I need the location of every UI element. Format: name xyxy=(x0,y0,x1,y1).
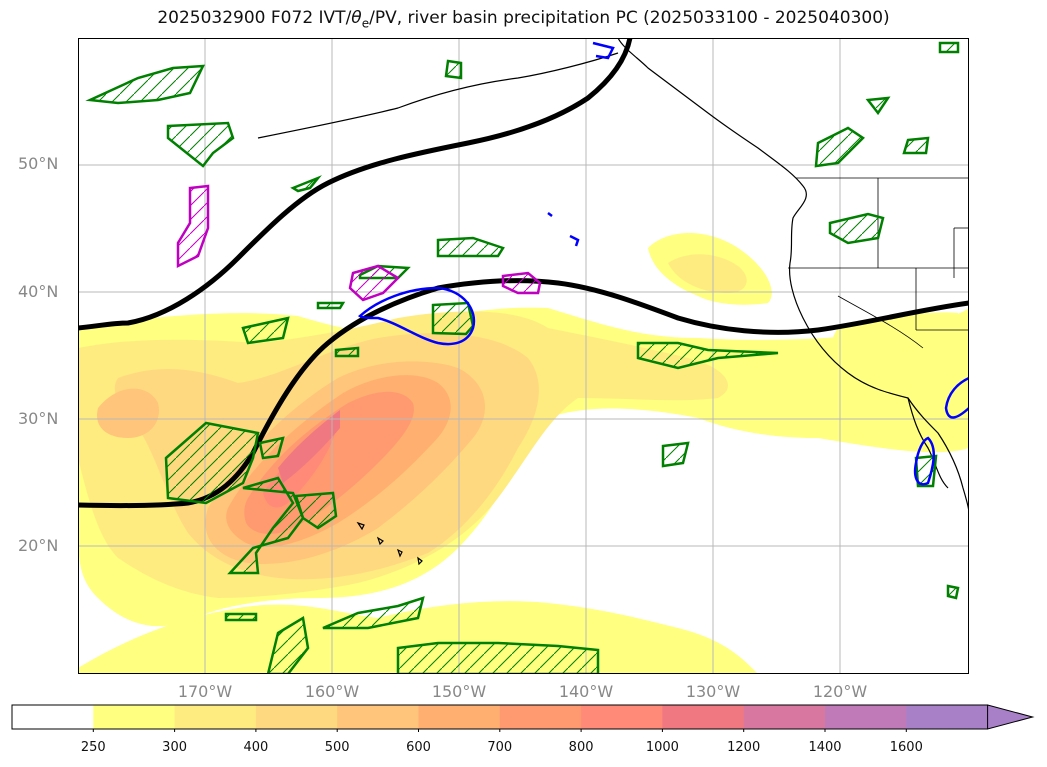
lat-label-50n: 50°N xyxy=(18,154,59,173)
colorbar-segment xyxy=(906,705,989,729)
colorbar-tick-label: 1400 xyxy=(808,740,842,755)
lon-label-140w: 140°W xyxy=(558,682,614,701)
colorbar-segment xyxy=(93,705,176,729)
map-panel xyxy=(78,38,969,674)
colorbar-tick-label: 500 xyxy=(324,740,350,755)
colorbar-tick-label: 800 xyxy=(568,740,594,755)
blue-contours xyxy=(357,41,969,486)
title-theta-sub: e xyxy=(361,16,370,31)
lon-label-130w: 130°W xyxy=(685,682,741,701)
green-hatched-regions xyxy=(85,41,960,674)
title-theta: θ xyxy=(351,8,362,28)
colorbar-tick-label: 1000 xyxy=(645,740,679,755)
colorbar-segment xyxy=(499,705,582,729)
colorbar-segment xyxy=(337,705,419,729)
lat-label-40n: 40°N xyxy=(18,282,59,301)
colorbar-segment xyxy=(743,705,826,729)
lon-label-170w: 170°W xyxy=(177,682,233,701)
map-title: 2025032900 F072 IVT/θe/PV, river basin p… xyxy=(0,8,1047,30)
lat-label-30n: 30°N xyxy=(18,409,59,428)
colorbar-extend-arrow xyxy=(987,704,1035,730)
colorbar-tick-label: 400 xyxy=(243,740,269,755)
lon-label-150w: 150°W xyxy=(431,682,487,701)
colorbar-segment xyxy=(12,705,94,729)
colorbar-segment xyxy=(825,705,907,729)
colorbar-tick-label: 1600 xyxy=(889,740,923,755)
lat-label-20n: 20°N xyxy=(18,536,59,555)
colorbar-tick-label: 250 xyxy=(80,740,106,755)
colorbar-tick-label: 1200 xyxy=(727,740,761,755)
colorbar-tick-label: 300 xyxy=(162,740,187,755)
colorbar-tick-label: 700 xyxy=(487,740,513,755)
lon-label-160w: 160°W xyxy=(304,682,360,701)
colorbar-segment xyxy=(581,705,663,729)
colorbar xyxy=(11,704,1035,732)
coastline xyxy=(257,38,969,566)
title-prefix: 2025032900 F072 IVT/ xyxy=(157,8,352,28)
colorbar-segment xyxy=(418,705,501,729)
magenta-contours xyxy=(176,184,542,302)
lon-label-120w: 120°W xyxy=(812,682,868,701)
colorbar-segment xyxy=(255,705,338,729)
title-suffix: /PV, river basin precipitation PC (20250… xyxy=(369,8,890,28)
colorbar-tick-label: 600 xyxy=(406,740,431,755)
colorbar-segment xyxy=(662,705,745,729)
colorbar-segment xyxy=(174,705,257,729)
